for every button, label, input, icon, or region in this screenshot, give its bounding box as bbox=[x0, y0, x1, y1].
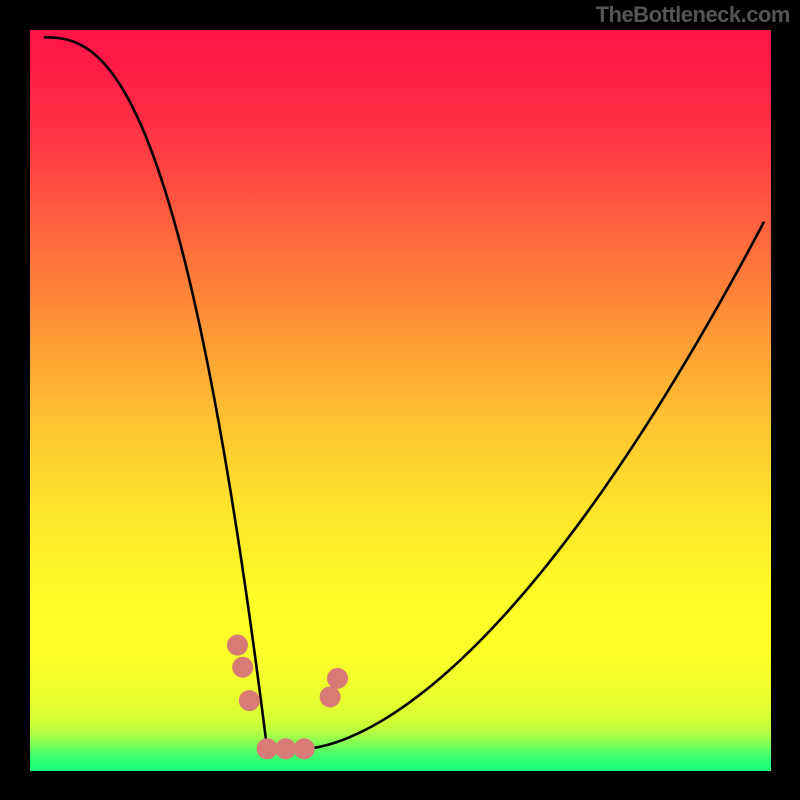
watermark-label: TheBottleneck.com bbox=[596, 2, 790, 28]
marker-point bbox=[294, 739, 314, 759]
marker-point bbox=[227, 635, 247, 655]
marker-point bbox=[239, 691, 259, 711]
chart-root: TheBottleneck.com bbox=[0, 0, 800, 800]
marker-point bbox=[276, 739, 296, 759]
marker-point bbox=[320, 687, 340, 707]
gradient-heat-background bbox=[30, 30, 771, 771]
marker-point bbox=[257, 739, 277, 759]
marker-point bbox=[233, 657, 253, 677]
marker-point bbox=[328, 668, 348, 688]
bottleneck-chart bbox=[0, 0, 800, 800]
